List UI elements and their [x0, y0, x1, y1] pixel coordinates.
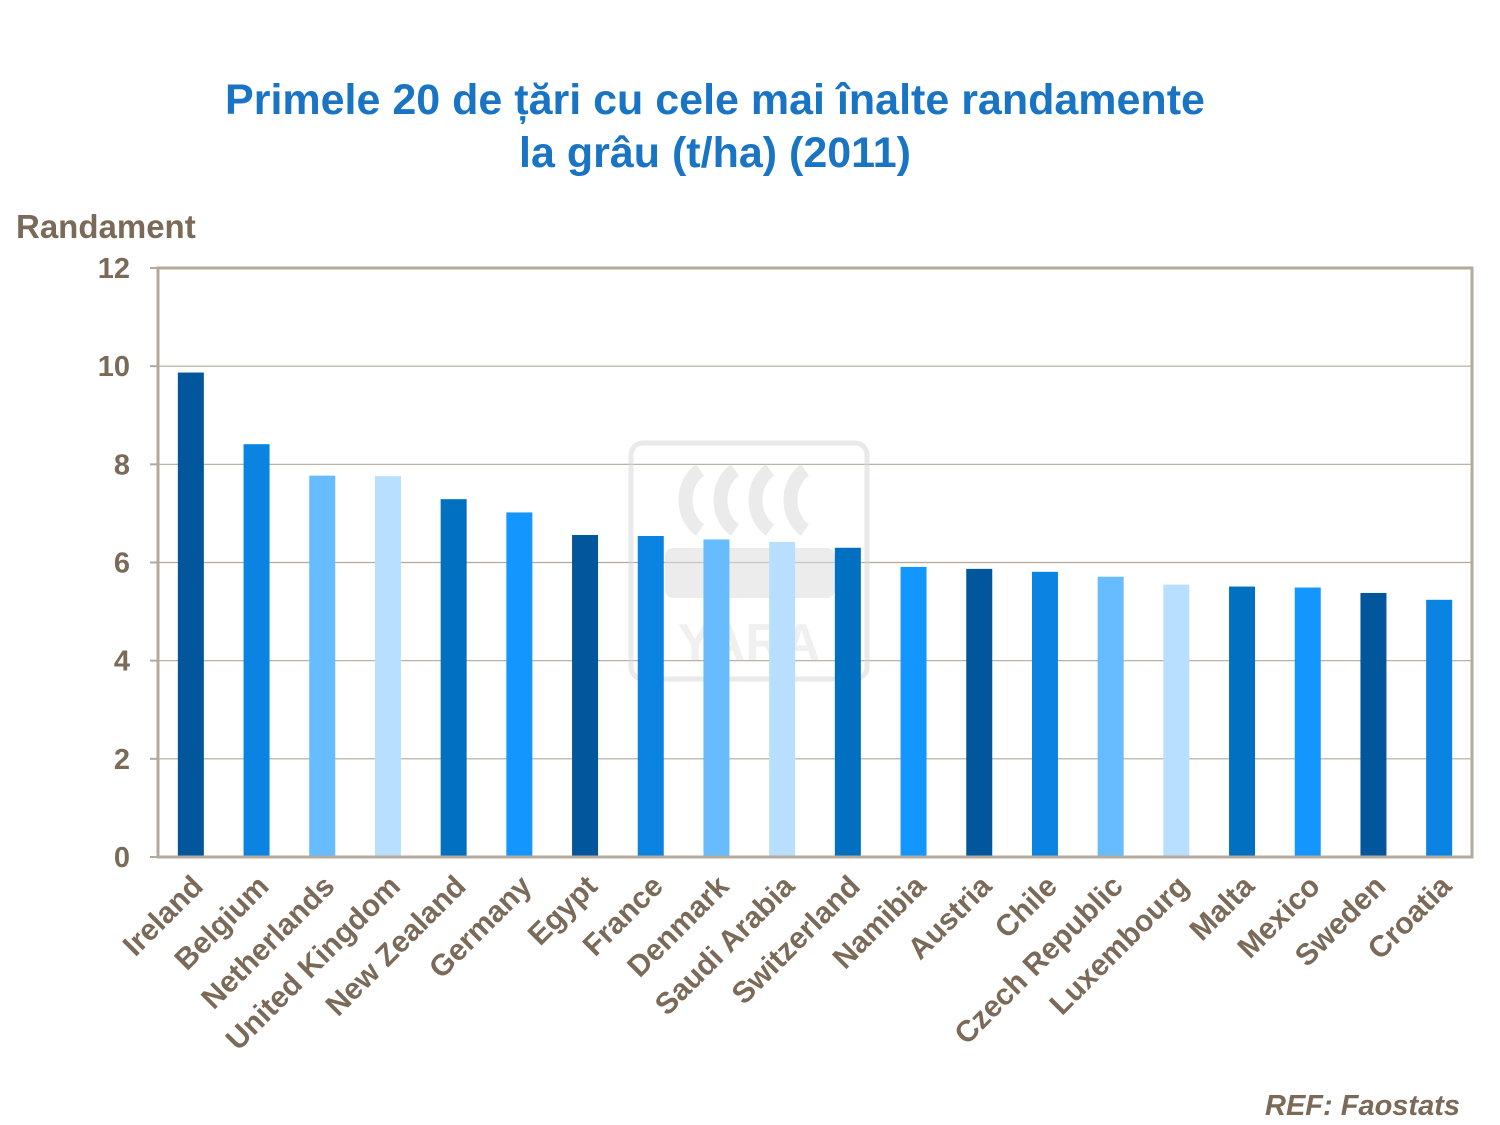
bar-malta — [1229, 586, 1256, 857]
bar-germany — [506, 512, 533, 857]
bar-new-zealand — [440, 499, 467, 857]
bar-united-kingdom — [374, 476, 401, 857]
bar-czech-republic — [1097, 576, 1124, 857]
bar-ireland — [177, 372, 204, 857]
y-tick-label: 2 — [114, 744, 130, 776]
chart-title: Primele 20 de țări cu cele mai înalte ra… — [0, 74, 1430, 180]
bar-switzerland — [834, 547, 861, 857]
bar-france — [637, 535, 664, 857]
bar-egypt — [572, 535, 599, 857]
y-tick-label: 4 — [114, 646, 130, 678]
y-tick-label: 12 — [98, 253, 130, 285]
bar-mexico — [1294, 587, 1321, 857]
bar-netherlands — [309, 475, 336, 857]
bar-sweden — [1360, 592, 1387, 857]
y-tick-label: 6 — [114, 548, 130, 580]
bar-namibia — [900, 566, 927, 857]
y-tick-label: 0 — [114, 842, 130, 874]
bar-austria — [966, 568, 993, 857]
chart-title-line-2: la grâu (t/ha) (2011) — [519, 129, 911, 177]
y-axis-label: Randament — [16, 208, 196, 245]
yara-watermark: YARA — [628, 440, 870, 682]
bar-belgium — [243, 444, 270, 857]
bar-denmark — [703, 539, 730, 857]
bars — [177, 372, 1453, 857]
source-reference: REF: Faostats — [1265, 1090, 1460, 1122]
bar-saudi-arabia — [769, 541, 796, 857]
bar-croatia — [1426, 599, 1453, 857]
chart-title-line-1: Primele 20 de țări cu cele mai înalte ra… — [225, 76, 1205, 124]
bar-luxembourg — [1163, 584, 1190, 857]
watermark-text: YARA — [678, 614, 821, 672]
y-tick-label: 8 — [114, 449, 130, 481]
y-tick-label: 10 — [98, 351, 130, 383]
y-axis-ticks: 0 2 4 6 8 10 12 — [98, 253, 158, 874]
bar-chile — [1031, 571, 1058, 857]
